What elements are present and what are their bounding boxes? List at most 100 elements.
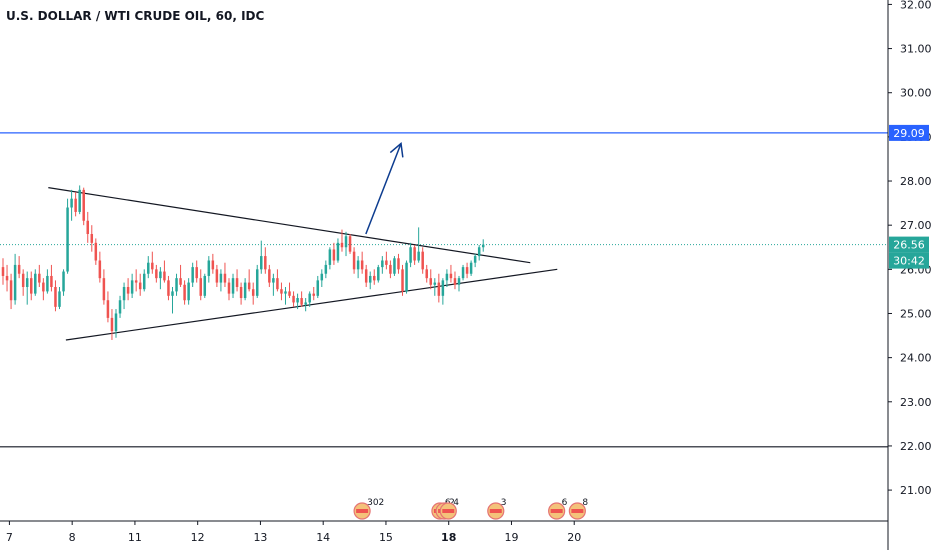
candle-body xyxy=(272,278,275,283)
candle-body xyxy=(58,291,61,307)
time-tick-label: 20 xyxy=(567,531,581,544)
candle-body xyxy=(417,251,420,261)
candle-body xyxy=(300,298,303,305)
candle-body xyxy=(74,198,77,212)
candle-body xyxy=(207,260,211,276)
candle-body xyxy=(13,264,17,301)
price-tick-label: 22.00 xyxy=(900,440,932,453)
candle-body xyxy=(308,293,311,303)
candle-body xyxy=(304,302,307,305)
candle-body xyxy=(469,262,473,274)
candle-body xyxy=(29,278,33,294)
candle-body xyxy=(356,260,360,270)
candle-body xyxy=(66,207,69,272)
candle-body xyxy=(42,282,45,292)
candle-body xyxy=(171,291,174,296)
candle-body xyxy=(179,278,182,285)
candle-body xyxy=(385,260,388,265)
candle-body xyxy=(86,220,89,235)
candle-body xyxy=(82,189,85,221)
candle-body xyxy=(147,262,150,274)
candle-body xyxy=(110,317,114,332)
candle-body xyxy=(251,289,255,296)
chart-title: U.S. DOLLAR / WTI CRUDE OIL, 60, IDC xyxy=(6,9,265,23)
candle-body xyxy=(445,273,449,281)
economic-event-count: 6 xyxy=(562,498,568,508)
candle-body xyxy=(231,278,235,294)
candle-body xyxy=(203,275,207,296)
candle-body xyxy=(312,293,315,296)
price-badge-label: 29.09 xyxy=(893,127,925,140)
candle-body xyxy=(433,282,437,285)
candle-body xyxy=(441,280,445,296)
price-tick-label: 23.00 xyxy=(900,396,932,409)
candle-body xyxy=(175,278,178,292)
candles-layer xyxy=(1,185,485,340)
time-tick-label: 18 xyxy=(441,531,456,544)
candle-body xyxy=(348,236,352,252)
candle-body xyxy=(219,273,223,283)
candle-body xyxy=(78,189,81,212)
candle-body xyxy=(324,264,328,274)
candle-body xyxy=(5,275,9,281)
candle-body xyxy=(457,278,461,285)
candle-body xyxy=(159,271,162,279)
candle-body xyxy=(243,282,247,299)
candle-body xyxy=(134,280,138,283)
candle-body xyxy=(292,295,295,303)
candle-body xyxy=(421,251,424,270)
candle-body xyxy=(284,291,287,294)
candle-body xyxy=(215,269,219,283)
candle-body xyxy=(381,260,384,268)
candle-body xyxy=(409,247,412,263)
candle-body xyxy=(98,260,102,279)
price-tick-label: 28.00 xyxy=(900,175,932,188)
candle-body xyxy=(50,275,53,287)
candle-body xyxy=(34,273,37,294)
candle-body xyxy=(62,271,65,292)
economic-event-flag xyxy=(489,509,502,513)
candle-body xyxy=(102,278,106,301)
candle-body xyxy=(195,267,198,279)
candle-body xyxy=(126,286,130,294)
candle-body xyxy=(122,286,126,301)
candle-body xyxy=(352,251,356,270)
price-badges: 29.09 26.56 30:42 xyxy=(889,124,929,269)
price-tick-label: 27.00 xyxy=(900,219,932,232)
economic-event-flag xyxy=(356,509,369,513)
price-badge xyxy=(889,236,929,253)
candle-body xyxy=(328,249,332,265)
candle-body xyxy=(199,278,202,296)
candle-body xyxy=(46,275,49,292)
candle-body xyxy=(235,278,239,287)
time-tick-label: 12 xyxy=(191,531,205,544)
candle-body xyxy=(413,247,416,261)
candle-body xyxy=(94,242,98,261)
candle-body xyxy=(38,273,41,283)
candle-body xyxy=(247,282,251,290)
candle-body xyxy=(25,278,29,287)
candle-body xyxy=(397,258,400,270)
candle-body xyxy=(138,282,142,290)
candle-body xyxy=(429,278,433,285)
candle-body xyxy=(155,269,158,279)
forecast-arrow-head xyxy=(389,142,404,158)
candle-body xyxy=(70,198,73,208)
candle-body xyxy=(360,260,364,270)
candle-body xyxy=(437,282,441,296)
candle-body xyxy=(1,267,5,276)
candle-body xyxy=(393,258,396,274)
forecast-arrow xyxy=(365,143,402,235)
candle-body xyxy=(211,260,215,270)
candle-body xyxy=(364,269,368,283)
candle-body xyxy=(449,273,453,279)
economic-event-count: 3 xyxy=(501,498,507,508)
candle-body xyxy=(340,242,344,248)
price-tick-label: 30.00 xyxy=(900,87,932,100)
time-axis[interactable]: 7 8 11 12 13 14 15 18 19 20 xyxy=(6,521,581,544)
triangle-upper-line xyxy=(48,187,531,264)
price-tick-label: 31.00 xyxy=(900,43,932,56)
economic-event-flag xyxy=(442,509,455,513)
candle-body xyxy=(54,286,57,307)
